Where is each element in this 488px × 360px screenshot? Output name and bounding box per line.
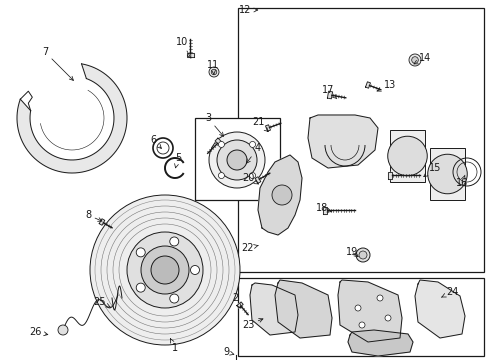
Circle shape bbox=[408, 54, 420, 66]
Text: 15: 15 bbox=[423, 163, 440, 177]
Circle shape bbox=[355, 248, 369, 262]
Polygon shape bbox=[414, 280, 464, 338]
Text: 9: 9 bbox=[223, 347, 233, 357]
Text: 26: 26 bbox=[29, 327, 48, 337]
Bar bbox=[238, 8, 483, 272]
Text: 12: 12 bbox=[238, 5, 257, 15]
Circle shape bbox=[384, 315, 390, 321]
Circle shape bbox=[427, 154, 467, 194]
Circle shape bbox=[271, 185, 291, 205]
Circle shape bbox=[358, 251, 366, 259]
Circle shape bbox=[226, 150, 246, 170]
Polygon shape bbox=[387, 171, 391, 179]
Polygon shape bbox=[307, 115, 377, 168]
Circle shape bbox=[249, 172, 255, 179]
Circle shape bbox=[141, 246, 189, 294]
Text: 13: 13 bbox=[376, 80, 395, 91]
Polygon shape bbox=[236, 302, 243, 308]
Circle shape bbox=[136, 283, 145, 292]
Circle shape bbox=[218, 141, 224, 148]
Text: 23: 23 bbox=[242, 319, 263, 330]
Circle shape bbox=[190, 266, 199, 274]
Circle shape bbox=[358, 322, 364, 328]
Circle shape bbox=[208, 132, 264, 188]
Polygon shape bbox=[17, 64, 127, 173]
Text: 8: 8 bbox=[85, 210, 102, 221]
Text: 22: 22 bbox=[241, 243, 258, 253]
Polygon shape bbox=[274, 280, 331, 338]
Circle shape bbox=[218, 172, 224, 179]
Bar bbox=[195, 118, 280, 200]
Circle shape bbox=[151, 256, 179, 284]
Circle shape bbox=[208, 67, 219, 77]
Text: 6: 6 bbox=[150, 135, 161, 148]
Polygon shape bbox=[337, 280, 401, 342]
Text: 21: 21 bbox=[251, 117, 268, 131]
Circle shape bbox=[354, 305, 360, 311]
Text: 14: 14 bbox=[413, 53, 430, 64]
Circle shape bbox=[249, 141, 255, 148]
Polygon shape bbox=[327, 91, 332, 99]
Text: 3: 3 bbox=[204, 113, 223, 136]
Polygon shape bbox=[249, 283, 297, 335]
Text: 5: 5 bbox=[174, 153, 181, 168]
Text: 19: 19 bbox=[345, 247, 358, 257]
Polygon shape bbox=[255, 177, 260, 183]
Polygon shape bbox=[258, 155, 302, 235]
Polygon shape bbox=[323, 207, 326, 213]
Circle shape bbox=[90, 195, 240, 345]
Circle shape bbox=[217, 140, 257, 180]
Bar bbox=[238, 278, 483, 356]
Circle shape bbox=[169, 294, 179, 303]
Polygon shape bbox=[265, 125, 270, 131]
Text: 17: 17 bbox=[321, 85, 336, 99]
Text: 11: 11 bbox=[206, 60, 219, 75]
Text: 7: 7 bbox=[42, 47, 73, 80]
Polygon shape bbox=[99, 219, 104, 225]
Polygon shape bbox=[365, 82, 370, 88]
Circle shape bbox=[411, 57, 417, 63]
Polygon shape bbox=[347, 330, 412, 356]
Circle shape bbox=[58, 325, 68, 335]
Text: 16: 16 bbox=[455, 175, 467, 188]
Circle shape bbox=[211, 69, 216, 75]
Circle shape bbox=[169, 237, 179, 246]
Text: 25: 25 bbox=[94, 297, 110, 307]
Polygon shape bbox=[215, 138, 223, 146]
Circle shape bbox=[127, 232, 203, 308]
Text: 18: 18 bbox=[315, 203, 330, 213]
Bar bbox=[429, 148, 464, 200]
Circle shape bbox=[387, 136, 427, 176]
Circle shape bbox=[136, 248, 145, 257]
Text: 1: 1 bbox=[170, 339, 178, 353]
Bar bbox=[389, 130, 424, 182]
Polygon shape bbox=[186, 53, 193, 57]
Text: 20: 20 bbox=[242, 173, 258, 184]
Text: 4: 4 bbox=[246, 143, 261, 163]
Text: 2: 2 bbox=[231, 293, 241, 308]
Text: 24: 24 bbox=[441, 287, 457, 297]
Text: 10: 10 bbox=[176, 37, 190, 58]
Circle shape bbox=[376, 295, 382, 301]
